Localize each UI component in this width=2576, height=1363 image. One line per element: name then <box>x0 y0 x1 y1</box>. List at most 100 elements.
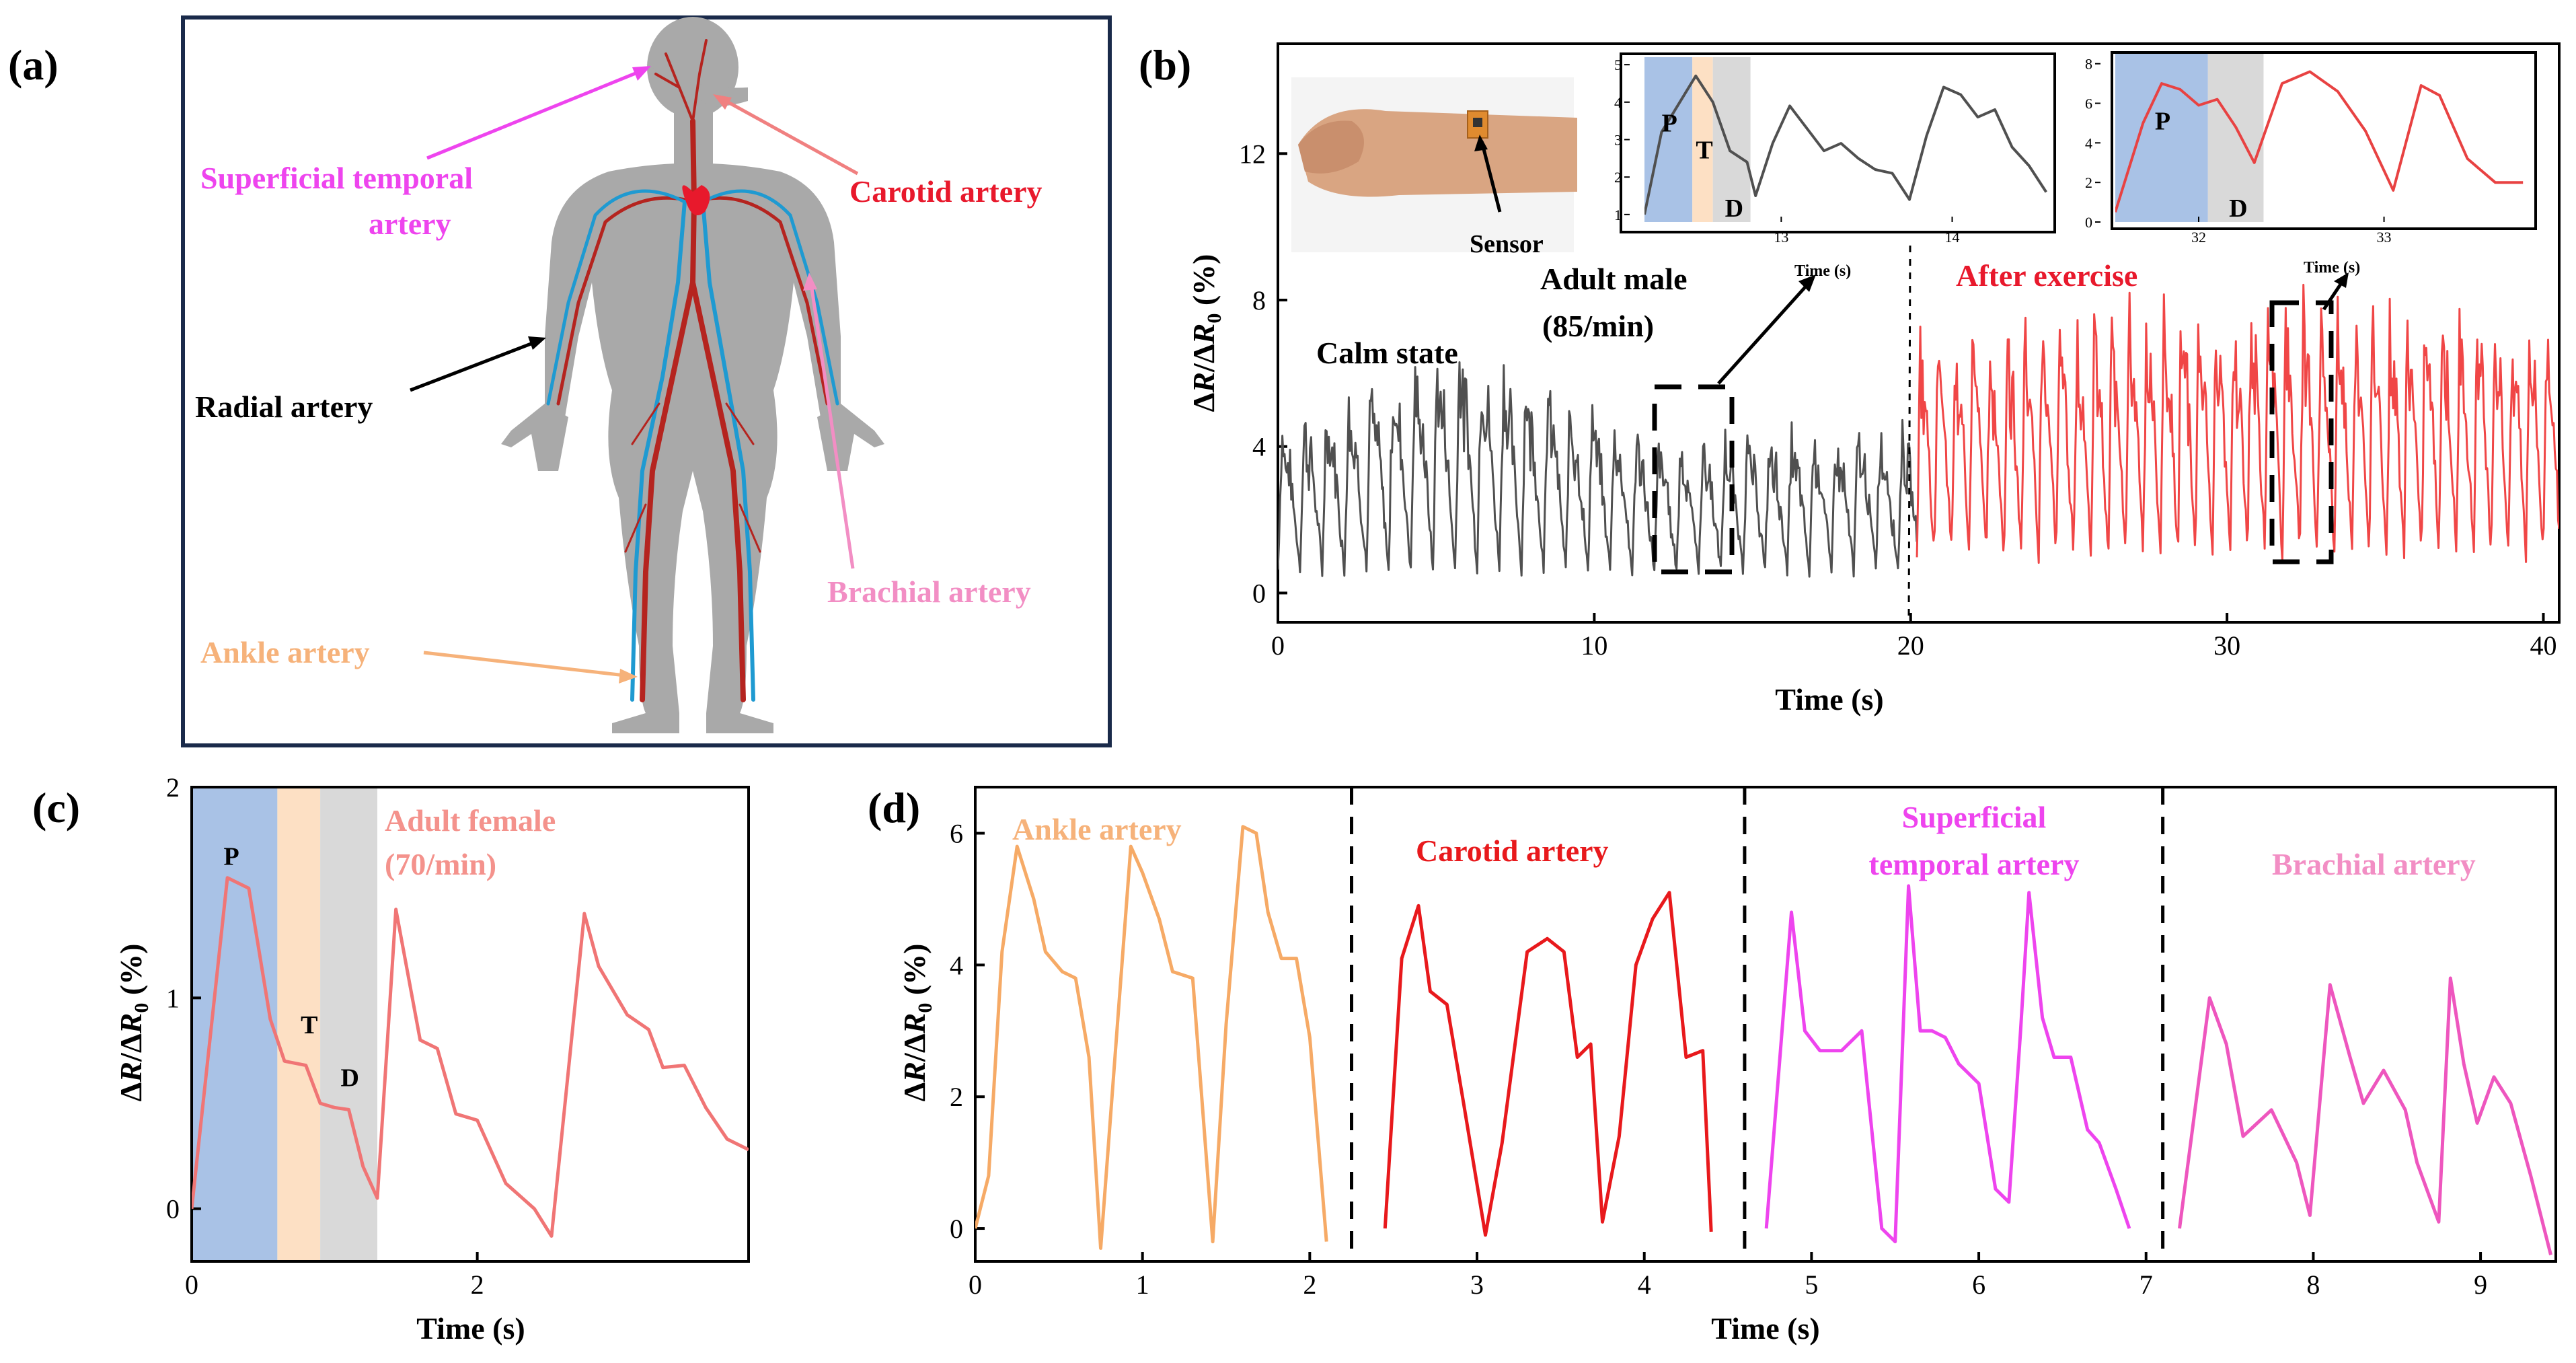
body-diagram: Superficial temporal artery Carotid arte… <box>181 15 1112 747</box>
b-inset2-phase-D <box>2207 54 2264 222</box>
label-brachial: Brachial artery <box>827 575 1031 609</box>
d-xlabel: Time (s) <box>1711 1311 1819 1346</box>
b-inset1-ytick-label-0: 1 <box>1614 207 1622 223</box>
c-plot-frame <box>190 786 750 1263</box>
d-xtick-label-2: 2 <box>1303 1269 1316 1300</box>
b-plot-frame <box>1277 42 2561 624</box>
b-inset1-xtick-label-0: 13 <box>1774 229 1788 246</box>
d-xtick-label-6: 6 <box>1972 1269 1985 1300</box>
d-series-label-ankle: Ankle artery <box>1012 812 1182 846</box>
b-divider <box>1907 245 1911 623</box>
d-plot-frame <box>974 786 2557 1263</box>
sensor-label: Sensor <box>1470 230 1544 258</box>
d-xtick-label-8: 8 <box>2306 1269 2320 1300</box>
b-ytick-label-1: 4 <box>1252 432 1266 462</box>
label-superficial-temporal-line1: Superficial temporal <box>200 161 473 195</box>
c-ylabel: ΔR/ΔR0 (%) <box>114 944 153 1102</box>
panel-label-b: (b) <box>1139 41 1191 89</box>
b-inset2-xlabel: Time (s) <box>2304 259 2360 277</box>
d-xtick-label-7: 7 <box>2139 1269 2153 1300</box>
d-series-brachial <box>2178 976 2552 1255</box>
c-phase-T <box>277 787 321 1261</box>
c-ytick-label-0: 0 <box>166 1194 180 1224</box>
label-superficial-temporal-line2: artery <box>369 207 451 241</box>
b-arrow-calm <box>1717 281 1811 385</box>
panel-label-a: (a) <box>8 41 59 89</box>
b-inset1-phase-label-P: P <box>1662 109 1677 137</box>
d-series-label-temporal-line1: Superficial <box>1902 800 2047 834</box>
c-phase-label-T: T <box>301 1011 317 1039</box>
b-inset2-ytick-label-0: 0 <box>2085 214 2092 231</box>
c-phase-label-P: P <box>223 842 239 871</box>
d-ytick-label-1: 2 <box>950 1082 963 1112</box>
d-ytick-label-3: 6 <box>950 819 963 849</box>
b-inset1-ytick-label-1: 2 <box>1614 169 1622 186</box>
panel-label-d: (d) <box>868 784 920 832</box>
c-subject-line2: (70/min) <box>385 847 496 881</box>
b-inset2-plot <box>2115 54 2524 222</box>
d-xtick-label-5: 5 <box>1805 1269 1818 1300</box>
svg-text:ΔR/ΔR0 (%): ΔR/ΔR0 (%) <box>897 944 936 1102</box>
b-inset1-phase-P <box>1644 57 1693 222</box>
panel-label-c: (c) <box>32 784 80 832</box>
label-carotid: Carotid artery <box>849 174 1043 209</box>
b-highlight-exercise <box>2269 300 2334 564</box>
d-xtick-label-4: 4 <box>1638 1269 1651 1300</box>
b-inset2-trace <box>2115 70 2524 213</box>
c-phase-label-D: D <box>341 1064 359 1092</box>
b-inset2-ytick-label-1: 2 <box>2085 174 2092 191</box>
b-xtick-label-0: 0 <box>1271 630 1285 661</box>
svg-text:ΔR/ΔR0 (%): ΔR/ΔR0 (%) <box>114 944 153 1102</box>
c-phase-D <box>320 787 377 1261</box>
b-series-calm <box>1278 361 1918 578</box>
b-xlabel: Time (s) <box>1775 682 1883 716</box>
b-inset2-xtick-label-0: 32 <box>2191 229 2206 246</box>
b-calm-label: Calm state <box>1316 336 1458 370</box>
b-exercise-label: After exercise <box>1956 258 2137 293</box>
svg-text:ΔR/ΔR0 (%): ΔR/ΔR0 (%) <box>1186 254 1225 412</box>
sensor-photo: Sensor <box>1291 77 1577 258</box>
b-xtick-label-2: 20 <box>1897 630 1924 661</box>
c-phase-P <box>192 787 278 1261</box>
b-ylabel: ΔR/ΔR0 (%) <box>1186 254 1225 412</box>
b-xtick-label-3: 30 <box>2213 630 2240 661</box>
b-inset1-xlabel: Time (s) <box>1794 262 1851 280</box>
b-inset1-plot <box>1644 57 2047 222</box>
chart-c: 0 2 0 1 2 P TD Adult female (70/min) Time (s)… <box>114 772 750 1346</box>
b-ytick-label-2: 8 <box>1252 285 1266 316</box>
d-series-ankle <box>975 825 1328 1250</box>
b-inset1-ytick-label-4: 5 <box>1614 57 1622 73</box>
c-xtick-label-1: 2 <box>471 1269 484 1300</box>
b-series-exercise <box>1916 283 2559 564</box>
d-xtick-label-0: 0 <box>969 1269 982 1300</box>
b-inset2-xtick-label-1: 33 <box>2377 229 2392 246</box>
c-ytick-label-1: 1 <box>166 983 180 1013</box>
b-inset2-ytick-label-3: 6 <box>2085 96 2092 112</box>
chart-d: 0 1 2 3 4 5 6 7 8 9 0 2 4 6 Ankle artery Carotid arte… <box>897 786 2557 1346</box>
c-subject-line1: Adult female <box>385 803 556 838</box>
b-inset1-xtick-label-1: 14 <box>1945 229 1960 246</box>
d-series-carotid <box>1383 891 1713 1237</box>
b-subject-line2: (85/min) <box>1542 309 1654 343</box>
d-ylabel: ΔR/ΔR0 (%) <box>897 944 936 1102</box>
b-inset1-trace <box>1644 74 2047 215</box>
label-radial: Radial artery <box>195 390 373 424</box>
b-subject-line1: Adult male <box>1540 262 1688 296</box>
b-inset2-phase-P <box>2115 54 2208 222</box>
d-xtick-label-3: 3 <box>1470 1269 1484 1300</box>
b-arrowhead-exercise <box>2334 272 2349 288</box>
b-inset1-ytick-label-3: 4 <box>1614 94 1622 111</box>
d-series-label-carotid: Carotid artery <box>1416 834 1609 868</box>
d-series-label-temporal-line2: temporal artery <box>1869 847 2080 881</box>
b-xtick-label-1: 10 <box>1581 630 1607 661</box>
b-inset1-phase-label-D: D <box>1725 194 1743 223</box>
c-ytick-label-2: 2 <box>166 772 180 803</box>
c-series-trace <box>192 876 749 1238</box>
b-inset1-phase-label-T: T <box>1696 136 1712 164</box>
label-ankle: Ankle artery <box>200 635 370 669</box>
b-inset1-ytick-label-2: 3 <box>1614 132 1622 149</box>
d-xtick-label-9: 9 <box>2474 1269 2487 1300</box>
d-series-label-brachial: Brachial artery <box>2272 847 2476 881</box>
c-xtick-label-0: 0 <box>185 1269 198 1300</box>
